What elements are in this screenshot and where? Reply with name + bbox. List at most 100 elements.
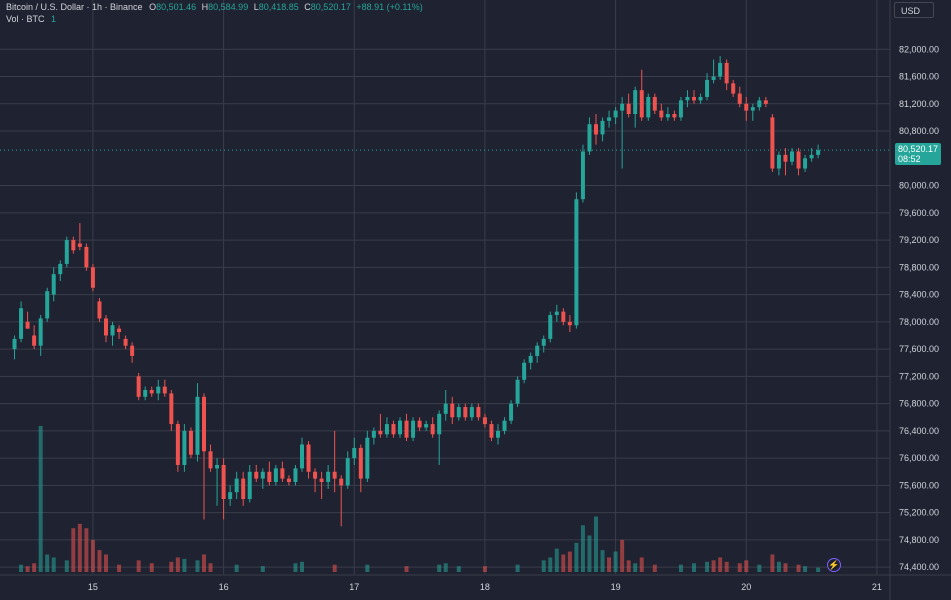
candle-body bbox=[790, 151, 794, 162]
volume-bar bbox=[175, 557, 180, 572]
candle bbox=[202, 393, 206, 520]
candle bbox=[613, 107, 618, 125]
volume-bar bbox=[594, 516, 598, 572]
volume-bar bbox=[541, 560, 546, 572]
candle-body bbox=[110, 325, 115, 336]
candle-body bbox=[149, 390, 154, 394]
volume-bar bbox=[90, 539, 95, 572]
volume-header: Vol · BTC 1 bbox=[6, 14, 56, 24]
candle-body bbox=[548, 315, 553, 339]
candle-body bbox=[724, 62, 729, 84]
y-tick-label: 81,200.00 bbox=[899, 99, 939, 109]
volume-bar bbox=[51, 557, 56, 572]
volume-bar bbox=[633, 563, 638, 572]
candlesticks bbox=[12, 56, 821, 527]
candle-body bbox=[19, 308, 24, 339]
candle-body bbox=[143, 390, 148, 397]
candle-body bbox=[731, 83, 736, 94]
currency-button[interactable]: USD bbox=[894, 2, 934, 18]
volume-bar bbox=[443, 563, 448, 572]
candle-body bbox=[711, 76, 716, 80]
candle-body bbox=[267, 471, 272, 482]
candle-body bbox=[515, 379, 520, 404]
candle bbox=[502, 417, 507, 435]
candle-body bbox=[607, 117, 612, 121]
candle-body bbox=[332, 471, 337, 479]
y-tick-label: 77,200.00 bbox=[899, 371, 939, 381]
candle-body bbox=[816, 150, 821, 155]
candle-body bbox=[659, 110, 664, 118]
volume-bar bbox=[149, 563, 154, 572]
volume-bar bbox=[796, 564, 801, 572]
bar-countdown: 08:52 bbox=[898, 154, 921, 164]
volume-bar bbox=[482, 566, 487, 572]
candle-body bbox=[293, 468, 298, 482]
candle-body bbox=[64, 240, 69, 264]
candle bbox=[123, 335, 128, 350]
y-tick-label: 80,800.00 bbox=[899, 126, 939, 136]
candle bbox=[104, 315, 108, 343]
candle bbox=[776, 151, 781, 176]
candle bbox=[790, 148, 794, 166]
candle bbox=[711, 59, 716, 84]
candle-body bbox=[600, 120, 605, 135]
candle-body bbox=[228, 492, 233, 500]
candle-body bbox=[12, 338, 17, 350]
candle-body bbox=[411, 420, 416, 438]
candle bbox=[97, 298, 102, 322]
candle bbox=[58, 260, 63, 281]
candle bbox=[25, 311, 30, 329]
candle bbox=[528, 352, 533, 370]
volume-bar bbox=[104, 554, 108, 572]
candle bbox=[365, 430, 370, 482]
candle bbox=[482, 413, 487, 428]
volume-bar bbox=[626, 560, 631, 572]
volume-bars bbox=[19, 426, 821, 572]
candle-body bbox=[208, 451, 213, 469]
symbol-title: Bitcoin / U.S. Dollar · 1h · Binance bbox=[6, 2, 143, 12]
candle-body bbox=[763, 100, 768, 104]
candle-body bbox=[319, 478, 324, 482]
candle bbox=[398, 417, 402, 438]
candle-body bbox=[633, 90, 638, 114]
candle bbox=[515, 376, 520, 408]
volume-bar bbox=[77, 523, 82, 572]
candle-body bbox=[665, 114, 670, 118]
chart-header: Bitcoin / U.S. Dollar · 1h · Binance O80… bbox=[6, 2, 423, 12]
volume-bar bbox=[613, 551, 618, 572]
candle bbox=[417, 417, 422, 431]
volume-bar bbox=[770, 554, 775, 572]
volume-bar bbox=[692, 563, 696, 572]
candle bbox=[378, 413, 383, 438]
candle-body bbox=[678, 100, 683, 118]
candle bbox=[587, 117, 592, 155]
candle bbox=[580, 144, 585, 203]
candle bbox=[84, 243, 89, 271]
candle-body bbox=[580, 151, 585, 200]
candle-body bbox=[365, 437, 370, 479]
candle bbox=[188, 427, 193, 459]
candle bbox=[169, 390, 174, 431]
candle bbox=[260, 468, 265, 489]
candle bbox=[12, 335, 17, 360]
candle bbox=[384, 417, 389, 438]
candle-body bbox=[25, 321, 30, 329]
candle-body bbox=[247, 471, 252, 500]
candle-body bbox=[378, 430, 383, 435]
lightning-icon[interactable]: ⚡ bbox=[827, 558, 841, 572]
y-tick-label: 75,200.00 bbox=[899, 508, 939, 518]
candle bbox=[496, 424, 500, 445]
candle bbox=[280, 461, 285, 482]
volume-bar bbox=[117, 564, 122, 572]
candle bbox=[77, 223, 82, 251]
candle bbox=[300, 437, 304, 472]
candle-body bbox=[77, 243, 82, 247]
candle-body bbox=[71, 240, 76, 251]
candle-body bbox=[254, 471, 259, 479]
last-price-value: 80,520.17 bbox=[898, 144, 939, 154]
candle bbox=[32, 325, 37, 350]
candle-body bbox=[306, 444, 311, 472]
